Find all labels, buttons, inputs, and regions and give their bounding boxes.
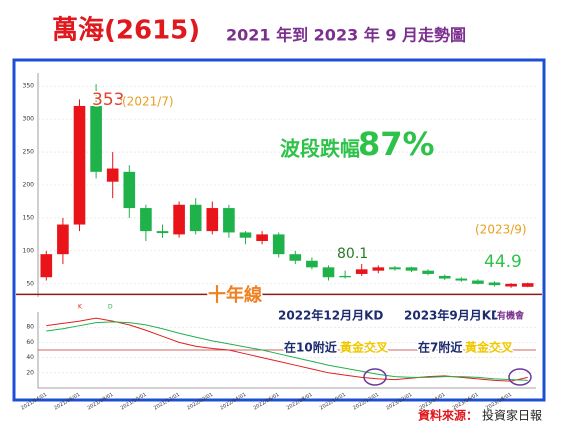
candle-body [272,234,285,255]
candle-body [239,232,252,238]
kd-line [46,317,528,382]
candle-body [521,283,534,287]
candle-body [189,204,202,232]
candle-body [140,208,152,232]
candle-body [73,105,86,225]
annotation: 353 [92,90,124,110]
annotation: 在10附近 [284,340,337,355]
annotation: 黃金交叉 [464,340,514,355]
y-tick-label: 150 [23,214,35,221]
candle-body [123,171,136,209]
candle-body [306,260,318,268]
candle-body [173,204,185,235]
kd-tick-label: 20 [26,369,34,376]
kd-tick-label: 80 [26,324,34,331]
chart-frame [12,58,546,402]
candle-body [422,270,434,274]
annotation: 黃金交叉 [339,340,389,355]
candle-body [455,278,468,281]
legend-label: D [108,304,113,311]
candle-body [156,231,169,234]
candle-body [488,282,501,286]
source-label: 資料來源： [418,408,478,423]
candle-body [355,269,368,274]
annotation: 2022年12月月KD [278,308,383,323]
candle-body [57,224,69,255]
candle-body [505,283,517,287]
candle-body [106,168,119,182]
annotation: 波段跌幅 [280,137,360,161]
y-tick-label: 350 [23,83,35,90]
chart-title: 萬海(2615) [52,16,200,46]
annotation: 2023年9月月KD [404,308,501,323]
candle-body [40,254,53,278]
candle-body [339,275,351,278]
candle-body [405,267,418,271]
kd-tick-label: 40 [26,354,34,361]
chart-subtitle: 2021 年到 2023 年 9 月走勢圖 [226,26,466,45]
legend-label: K [78,304,83,311]
annotation: 有機會 [497,310,525,322]
candle-body [289,254,302,261]
y-tick-label: 50 [26,280,34,287]
y-tick-label: 250 [23,149,35,156]
candle-body [256,234,268,241]
candle-body [472,280,484,284]
kd-tick-label: 60 [26,339,34,346]
annotation: (2021/7) [122,95,174,109]
annotation: 十年線 [208,284,262,306]
annotation: 87% [358,125,435,163]
y-tick-label: 300 [23,116,35,123]
highlight-circle [508,368,532,386]
annotation: (2023/9) [475,223,527,237]
annotation: 在7附近 [418,340,462,355]
kd-line [46,321,528,381]
annotation: 80.1 [337,246,368,262]
candle-body [372,267,385,271]
candle-body [322,267,335,278]
candle-body [389,267,401,270]
candle-body [438,275,451,279]
highlight-circle [363,368,387,386]
y-tick-label: 200 [23,182,35,189]
candle-body [223,208,235,233]
y-tick-label: 100 [23,247,35,254]
candle-body [206,208,219,232]
annotation: 44.9 [484,252,522,272]
candle-body [90,105,102,172]
source: 投資家日報 [482,408,542,423]
